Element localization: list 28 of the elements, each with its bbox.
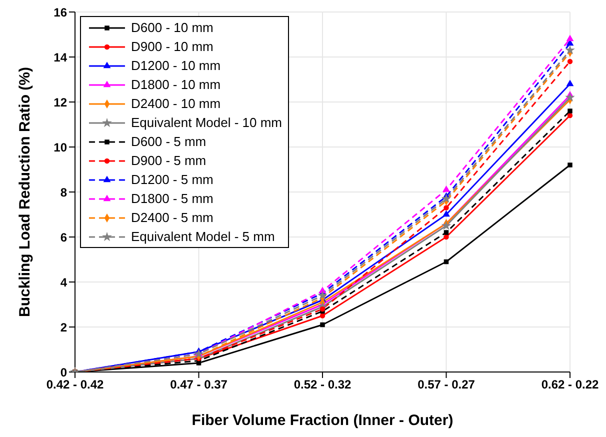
y-tick-label: 6 (60, 230, 68, 244)
legend-label: D900 - 5 mm (131, 153, 206, 168)
x-tick-label: 0.42 - 0.42 (46, 378, 104, 392)
legend-label: D1200 - 10 mm (131, 58, 221, 73)
y-axis-title: Buckling Load Reduction Ratio (%) (16, 67, 34, 317)
x-tick-label: 0.47 - 0.37 (170, 378, 228, 392)
legend-label: Equivalent Model - 5 mm (131, 229, 275, 244)
y-tick-label: 8 (60, 185, 68, 200)
y-tick-label: 0 (60, 365, 68, 380)
y-tick-label: 4 (60, 275, 68, 290)
x-tick-label: 0.62 - 0.22 (541, 378, 600, 392)
legend-label: D1800 - 10 mm (131, 77, 221, 92)
legend-label: D1800 - 5 mm (131, 191, 214, 206)
legend-label: Equivalent Model - 10 mm (131, 115, 282, 130)
legend-label: D2400 - 5 mm (131, 210, 214, 225)
legend-label: D1200 - 5 mm (131, 172, 214, 187)
y-tick-label: 10 (54, 140, 68, 154)
y-tick-label: 16 (54, 5, 68, 20)
legend-label: D2400 - 10 mm (131, 96, 221, 111)
x-axis-title: Fiber Volume Fraction (Inner - Outer) (192, 412, 454, 429)
legend-label: D900 - 10 mm (131, 39, 214, 54)
legend-label: D600 - 10 mm (131, 20, 214, 35)
legend-label: D600 - 5 mm (131, 134, 206, 149)
x-tick-label: 0.52 - 0.32 (294, 378, 352, 392)
y-tick-label: 14 (54, 50, 68, 64)
x-tick-label: 0.57 - 0.27 (418, 378, 476, 392)
y-tick-label: 2 (60, 320, 68, 334)
y-tick-label: 12 (54, 95, 68, 110)
